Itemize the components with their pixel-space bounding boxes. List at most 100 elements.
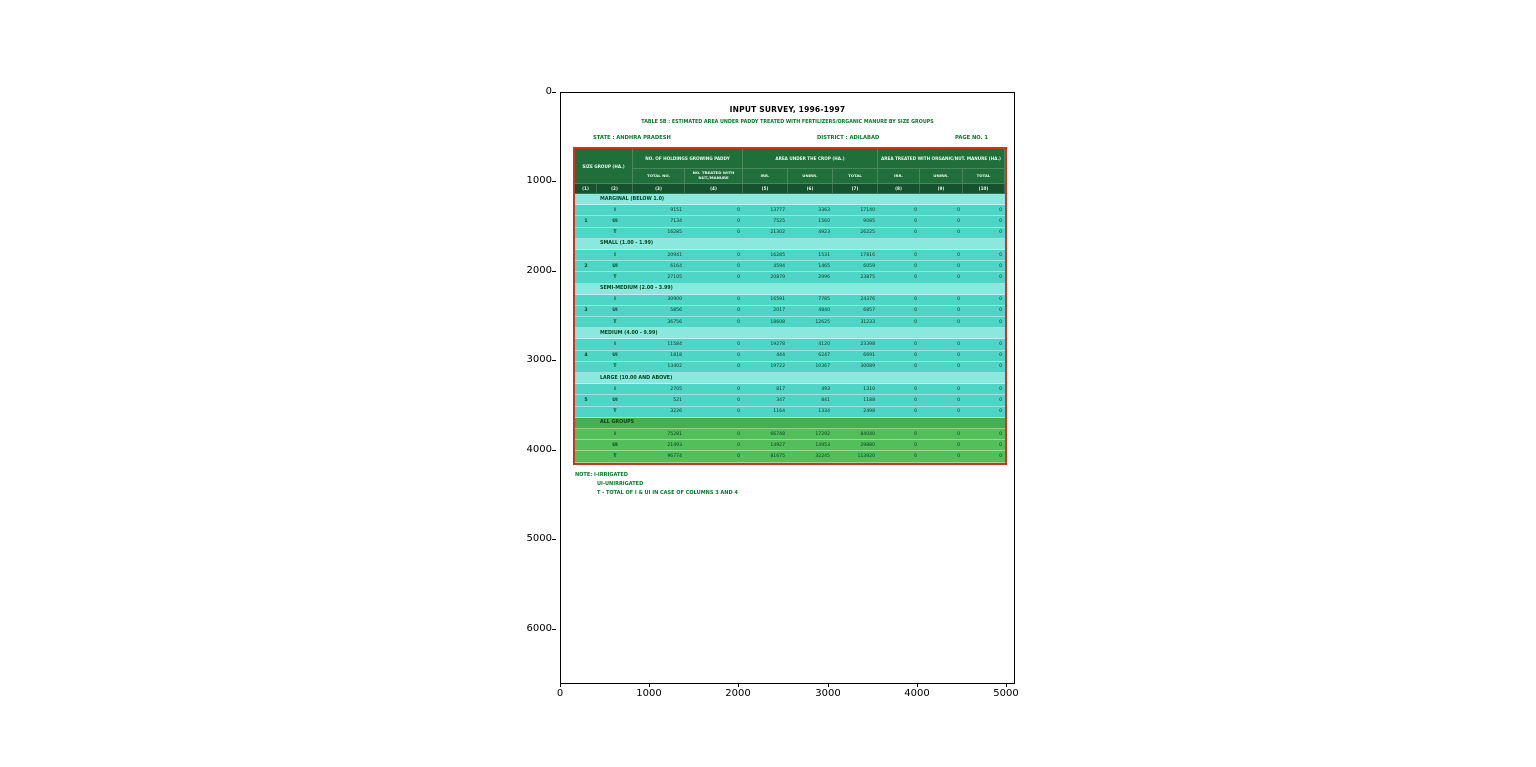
y-axis-tick — [552, 539, 556, 540]
value-cell: 0 — [963, 440, 1005, 452]
value-cell: 7525 — [743, 216, 788, 228]
x-tick-label: 4000 — [904, 688, 930, 699]
value-cell: 31233 — [833, 317, 878, 329]
note-line: UI-UNIRRIGATED — [597, 481, 644, 487]
value-cell: 17292 — [788, 428, 833, 441]
value-cell: 6059 — [833, 261, 878, 273]
group-number: 3 — [575, 305, 597, 318]
y-tick-label: 3000 — [526, 354, 552, 365]
document-title: INPUT SURVEY, 1996-1997 — [729, 105, 846, 114]
value-cell: 1465 — [788, 261, 833, 273]
group-number — [575, 317, 597, 329]
value-cell: 24376 — [833, 294, 878, 306]
value-cell: 14927 — [743, 440, 788, 452]
value-cell: 0 — [963, 305, 1005, 318]
value-cell: 0 — [685, 451, 743, 463]
col-number-9: (9) — [920, 184, 963, 194]
value-cell: 0 — [685, 440, 743, 452]
value-cell: 11584 — [633, 339, 685, 351]
value-cell: 0 — [963, 216, 1005, 228]
value-cell: 3226 — [633, 406, 685, 418]
col-number-5: (5) — [743, 184, 788, 194]
group-number: 5 — [575, 395, 597, 407]
row-type-label: I — [597, 205, 633, 217]
value-cell: 0 — [920, 317, 963, 329]
value-cell: 0 — [878, 384, 920, 396]
value-cell: 0 — [920, 249, 963, 262]
group-number-cell — [575, 194, 597, 206]
x-tick-label: 2000 — [725, 688, 751, 699]
x-tick-label: 1000 — [636, 688, 662, 699]
group-number — [575, 294, 597, 306]
value-cell: 0 — [963, 227, 1005, 239]
value-cell: 817 — [743, 384, 788, 396]
value-cell: 0 — [878, 205, 920, 217]
subheader-8: TOTAL — [963, 169, 1005, 184]
row-type-label: I — [597, 384, 633, 396]
group-number-cell — [575, 328, 597, 340]
col-number-2: (2) — [597, 184, 633, 194]
y-axis-tick — [552, 271, 556, 272]
group-number — [575, 428, 597, 441]
value-cell: 0 — [920, 361, 963, 373]
value-cell: 0 — [920, 350, 963, 362]
value-cell: 18608 — [743, 317, 788, 329]
value-cell: 3363 — [788, 205, 833, 217]
value-cell: 0 — [685, 216, 743, 228]
value-cell: 347 — [743, 395, 788, 407]
value-cell: 0 — [920, 272, 963, 284]
value-cell: 0 — [878, 428, 920, 441]
value-cell: 0 — [878, 339, 920, 351]
group-number-cell — [575, 238, 597, 250]
row-type-label: UI — [597, 261, 633, 273]
subheader-3: IRR. — [743, 169, 788, 184]
value-cell: 0 — [920, 428, 963, 441]
y-tick-label: 6000 — [526, 623, 552, 634]
value-cell: 0 — [963, 317, 1005, 329]
value-cell: 0 — [920, 227, 963, 239]
x-axis-tick — [738, 683, 739, 687]
y-tick-label: 0 — [545, 86, 552, 97]
row-type-label: I — [597, 249, 633, 262]
size-group-label: MARGINAL (BELOW 1.0) — [597, 194, 1005, 206]
value-cell: 96774 — [633, 451, 685, 463]
value-cell: 16285 — [743, 249, 788, 262]
y-tick-label: 2000 — [526, 265, 552, 276]
value-cell: 0 — [963, 361, 1005, 373]
value-cell: 0 — [685, 261, 743, 273]
value-cell: 26225 — [833, 227, 878, 239]
value-cell: 0 — [685, 227, 743, 239]
group-number: 1 — [575, 216, 597, 228]
value-cell: 32245 — [788, 451, 833, 463]
row-type-label: UI — [597, 216, 633, 228]
value-cell: 0 — [685, 395, 743, 407]
value-cell: 6247 — [788, 350, 833, 362]
value-cell: 0 — [878, 294, 920, 306]
value-cell: 493 — [788, 384, 833, 396]
value-cell: 0 — [685, 361, 743, 373]
value-cell: 0 — [878, 216, 920, 228]
value-cell: 23398 — [833, 339, 878, 351]
value-cell: 6164 — [633, 261, 685, 273]
value-cell: 4120 — [788, 339, 833, 351]
value-cell: 19278 — [743, 339, 788, 351]
value-cell: 23875 — [833, 272, 878, 284]
size-group-label: SMALL (1.00 - 1.99) — [597, 238, 1005, 250]
value-cell: 16285 — [633, 227, 685, 239]
table-caption: TABLE 5B : ESTIMATED AREA UNDER PADDY TR… — [641, 120, 934, 125]
y-axis-tick — [552, 92, 556, 93]
row-type-label: T — [597, 227, 633, 239]
group-number — [575, 451, 597, 463]
value-cell: 0 — [685, 205, 743, 217]
row-type-label: T — [597, 406, 633, 418]
row-type-label: T — [597, 272, 633, 284]
group-number — [575, 384, 597, 396]
value-cell: 0 — [685, 249, 743, 262]
value-cell: 1531 — [788, 249, 833, 262]
value-cell: 17140 — [833, 205, 878, 217]
col-number-3: (3) — [633, 184, 685, 194]
subheader-1: TOTAL NO. — [633, 169, 685, 184]
value-cell: 0 — [920, 339, 963, 351]
value-cell: 0 — [878, 249, 920, 262]
value-cell: 1818 — [633, 350, 685, 362]
